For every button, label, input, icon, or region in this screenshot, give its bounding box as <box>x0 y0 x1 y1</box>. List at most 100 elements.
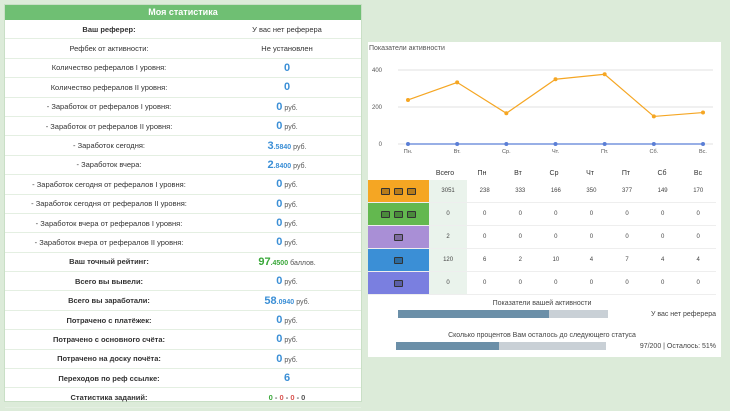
stat-number-integer: 0 <box>276 197 283 210</box>
table-cell: 0 <box>554 280 558 286</box>
table-row: 3051 238 333 166 350 377 149 170 <box>368 180 716 203</box>
stat-number-integer: 58 <box>264 294 277 307</box>
inbox-icon <box>394 256 404 264</box>
table-cell: 0 <box>482 280 487 286</box>
stat-label: - Заработок вчера от рефералов I уровня: <box>35 218 183 228</box>
table-cell: 0 <box>554 234 558 240</box>
table-cell: 350 <box>586 188 597 194</box>
stat-row: Потрачено с платёжек: 0 руб. <box>5 311 361 331</box>
table-cell: 4 <box>696 257 700 263</box>
task-count: 0 <box>268 393 273 403</box>
table-cell: 2 <box>518 257 522 263</box>
table-cell: 0 <box>696 234 700 240</box>
column-header: Всего <box>435 169 455 177</box>
table-cell: 6 <box>482 257 487 263</box>
stat-row: Потрачено с основного счёта: 0 руб. <box>5 330 361 350</box>
stat-unit: руб. <box>293 162 307 170</box>
stat-unit: руб. <box>284 104 298 112</box>
column-header: Вт <box>514 169 522 177</box>
table-cell: 0 <box>660 280 665 286</box>
stat-label: Потрачено с платёжек: <box>66 315 152 325</box>
x-tick-label: Сб. <box>650 149 659 155</box>
task-count: - <box>283 393 291 403</box>
stat-number-integer: 0 <box>276 236 283 249</box>
x-tick-label: Чт. <box>552 149 560 155</box>
stat-value: У вас нет реферера <box>252 24 322 34</box>
stat-value: 0 руб. <box>213 198 361 210</box>
table-cell: 0 <box>696 280 700 286</box>
stat-number-integer: 0 <box>276 275 283 288</box>
stat-label: Статистика заданий: <box>70 393 148 403</box>
data-point <box>651 142 656 146</box>
activity-label: Показатели вашей активности <box>492 300 592 307</box>
stat-unit: руб. <box>296 298 310 306</box>
stat-row: Переходов по реф ссылке: 6 <box>5 369 361 389</box>
stat-number: 0 <box>276 314 282 326</box>
data-point <box>602 72 607 77</box>
stat-number-integer: 0 <box>276 217 283 230</box>
x-tick-label: Вт. <box>454 149 461 155</box>
stat-number: 0 <box>276 198 282 210</box>
y-tick-label: 400 <box>372 68 383 74</box>
data-point <box>701 142 705 146</box>
table-row: 0 0 0 0 0 0 0 0 <box>368 272 716 295</box>
stat-value: 0 руб. <box>213 333 361 345</box>
stat-number: 0 <box>276 178 282 190</box>
stat-row: - Заработок от рефералов II уровня: 0 руб. <box>5 117 361 137</box>
table-cell: 4 <box>589 257 594 263</box>
stat-number-integer: 0 <box>276 333 283 346</box>
x-tick-label: Пн. <box>404 149 413 155</box>
data-point <box>504 142 509 146</box>
stat-number-integer: 0 <box>283 61 291 74</box>
stat-label: Переходов по реф ссылке: <box>58 373 160 383</box>
stat-value: 0 руб. <box>213 353 361 365</box>
task-count: - <box>294 393 302 403</box>
stat-unit: руб. <box>284 337 298 345</box>
data-point <box>455 142 460 146</box>
stat-row: - Заработок вчера от рефералов I уровня:… <box>5 214 361 234</box>
stat-number: 58.0940 <box>264 295 294 307</box>
column-header: Ср <box>549 169 559 177</box>
table-cell: 0 <box>518 234 522 240</box>
table-cell: 0 <box>429 203 467 225</box>
table-row: 2 0 0 0 0 0 0 0 <box>368 226 716 249</box>
stats-list: Ваш реферер: У вас нет реферера Рефбек от … <box>5 20 361 408</box>
category-icons <box>368 203 430 225</box>
stat-number-integer: 0 <box>276 120 283 133</box>
table-cell: 377 <box>622 188 633 194</box>
activity-progress-bar <box>398 310 608 318</box>
activity-table: Всего Пн Вт Ср Чт Пт Сб Вс 3051 238 333 166 350 377 1… <box>368 166 716 295</box>
stat-number: 0 <box>276 120 282 132</box>
table-cell: 0 <box>625 280 629 286</box>
stat-number-integer: 0 <box>283 81 291 94</box>
stat-label: - Заработок сегодня от рефералов II уров… <box>31 199 187 209</box>
stat-unit: руб. <box>284 124 298 132</box>
play-icon <box>394 210 404 218</box>
data-point <box>602 142 607 146</box>
task-count: 0 <box>279 393 284 403</box>
stat-row: - Заработок сегодня от рефералов I уровн… <box>5 175 361 195</box>
stat-number-integer: 97 <box>258 255 271 268</box>
stat-number-integer: 0 <box>276 100 283 113</box>
data-point <box>406 97 410 102</box>
stat-number-integer: 0 <box>276 178 283 191</box>
stat-number: 0 <box>276 333 282 345</box>
stat-row: Рефбек от активности: Не установлен <box>5 39 361 59</box>
table-cell: 0 <box>589 234 594 240</box>
stat-value: 0 - 0 - 0 - 0 <box>213 393 361 402</box>
table-cell: 0 <box>518 211 522 217</box>
stat-number-integer: 3 <box>267 139 274 152</box>
table-cell: 10 <box>552 257 560 263</box>
table-cell: 2 <box>429 226 467 248</box>
data-point <box>651 114 656 119</box>
chart-title: Показатели активности <box>369 45 445 52</box>
column-header: Сб <box>657 169 667 177</box>
status-indicator: Сколько процентов Вам осталось до следую… <box>368 332 716 350</box>
stat-number: 0 <box>276 275 282 287</box>
table-cell: 0 <box>625 211 629 217</box>
column-header: Пн <box>477 169 487 177</box>
stat-label: Потрачено с основного счёта: <box>52 334 166 344</box>
stat-row: Статистика заданий: 0 - 0 - 0 - 0 <box>5 388 361 408</box>
stat-number: 0 <box>276 101 282 113</box>
stat-value: 97.4500 баллов. <box>213 256 361 268</box>
